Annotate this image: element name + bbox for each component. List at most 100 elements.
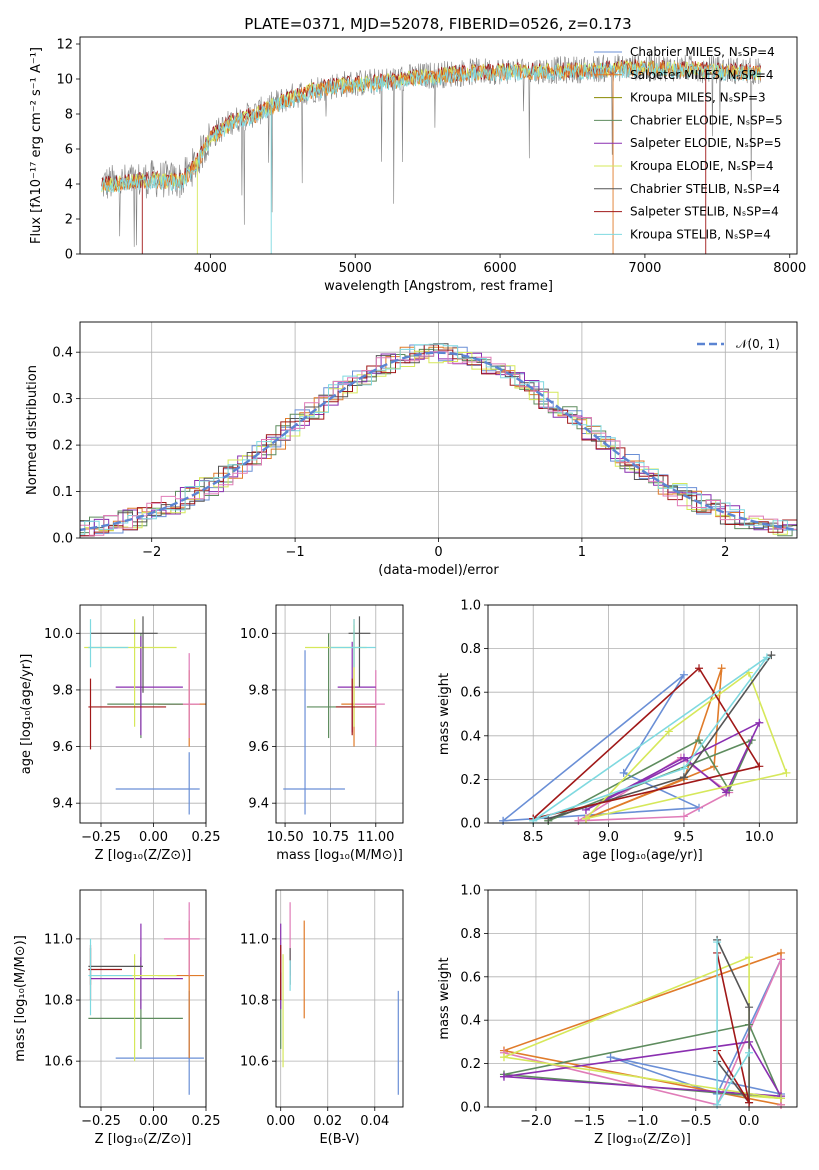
y-tick-label: 9.6 [52,740,73,755]
point-chabrier_miles [283,650,345,815]
x-axis-label: age [log₁₀(age/yr)] [582,848,703,863]
x-tick-label: −1.5 [573,1114,605,1129]
y-tick-label: 11.0 [44,932,73,947]
axes-box [275,889,404,1108]
plot-area [101,52,761,254]
plot-area [88,902,204,1095]
data-marker [767,651,776,660]
data-marker [713,938,722,947]
point-pink [164,902,200,976]
series-kroupa_stelib [713,938,754,1109]
x-tick-label: 7000 [628,261,661,276]
data-marker [745,1048,754,1057]
y-tick-label: 0.3 [52,392,73,407]
data-marker [619,768,628,777]
legend-entry: Kroupa STELIB, NₛSP=4 [630,227,771,241]
data-marker [499,1053,508,1062]
point-kroupa_stelib [330,619,376,668]
x-tick-label: 0.25 [192,830,221,845]
histogram-kroupa_stelib [80,343,797,535]
y-axis-label: Normed distribution [25,365,40,495]
plot-area [280,902,399,1095]
axes-box [79,889,207,1108]
y-tick-label: 10.6 [44,1055,73,1070]
x-tick-label: 10.75 [312,830,349,845]
y-tick-label: 0.2 [460,773,481,788]
point-chabrier_miles [115,752,200,815]
legend: 𝒩(0, 1) [697,337,780,351]
axes-frame: 4000 5000 6000 7000 8000 0 2 4 6 8 10 12 wavelength … [29,36,806,294]
x-tick-label: −0.5 [680,1114,712,1129]
legend-entry: Kroupa MILES, NₛSP=3 [630,91,766,105]
histograms [80,343,797,537]
y-tick-label: 9.4 [52,797,73,812]
chart-mass-vs-z: −0.25 0.00 0.25 10.6 10.8 11.0 Z [log₁₀(Z/Z⊙)]… [13,889,220,1147]
y-tick-label: 0.4 [52,346,73,361]
y-tick-label: 9.8 [52,683,73,698]
y-tick-label: 0.4 [460,729,481,744]
axes-frame: −2.0 −1.5 −1.0 −0.5 0.0 0.0 0.2 0.4 0.6 0.8 1.0 Z [… [437,884,798,1147]
legend-entry: Chabrier ELODIE, NₛSP=5 [630,113,783,127]
series-line [532,656,768,822]
data-marker [755,718,764,727]
y-tick-label: 0.1 [52,485,73,500]
x-tick-label: 9.0 [598,830,619,845]
legend: Chabrier MILES, NₛSP=4 Salpeter MILES, Nₛ… [594,45,783,241]
data-marker [574,816,583,825]
y-axis-label: mass weight [437,957,452,1039]
data-marker [679,764,688,773]
y-tick-label: 10 [56,73,73,88]
y-tick-label: 0.0 [460,1101,481,1116]
data-marker [499,816,508,825]
legend-entry: 𝒩(0, 1) [736,337,780,351]
spectrum-lines [101,52,761,254]
axes-frame: 10.50 10.75 11.00 9.4 9.6 9.8 10.0 mass [log₁₀(… [240,604,404,863]
point-kroupa_stelib [88,938,133,1016]
point-chabrier_stelib [90,616,158,693]
axes-box [487,889,798,1108]
x-tick-label: 0.00 [266,1114,295,1129]
x-tick-label: 8000 [773,261,806,276]
plot-area [80,343,797,537]
legend-entry: Salpeter STELIB, NₛSP=4 [630,205,779,219]
data-marker [664,727,673,736]
y-tick-label: 0.8 [460,642,481,657]
grid-lines [276,605,403,823]
point-salpeter_stelib [335,678,376,736]
data-marker [679,670,688,679]
y-tick-label: 0.0 [460,817,481,832]
axes-box [275,604,404,824]
x-tick-label: −1 [286,545,305,560]
chart-weight-vs-age: 8.5 9.0 9.5 10.0 0.0 0.2 0.4 0.6 0.8 1.0 age [log₁… [437,599,798,863]
model-line-kroupa_stelib [101,62,761,194]
chart-age-vs-z: −0.25 0.00 0.25 9.4 9.6 9.8 10.0 Z [log₁₀(Z/Z⊙)… [19,604,221,863]
data-marker [606,1053,615,1062]
data-marker [782,768,791,777]
y-tick-label: 0.4 [460,1014,481,1029]
data-marker [581,814,590,823]
data-marker [777,1094,786,1103]
legend-entry: Kroupa ELODIE, NₛSP=4 [630,159,774,173]
x-tick-label: 0 [434,545,442,560]
y-tick-label: 10.8 [240,994,269,1009]
plot-area [499,651,791,825]
y-tick-label: 11.0 [240,932,269,947]
y-tick-label: 0.6 [460,686,481,701]
chart-weight-vs-z: −2.0 −1.5 −1.0 −0.5 0.0 0.0 0.2 0.4 0.6 0.8 1.0 Z [… [437,884,798,1147]
x-tick-label: 8.5 [523,830,544,845]
y-tick-label: 10.6 [240,1055,269,1070]
series-line [532,666,761,820]
x-tick-label: 0.00 [139,1114,168,1129]
x-axis-label: Z [log₁₀(Z/Z⊙)] [594,1132,691,1147]
axes-frame: −0.25 0.00 0.25 9.4 9.6 9.8 10.0 Z [log₁₀(Z/Z⊙)… [19,604,221,863]
chart-mass-vs-ebv: 0.00 0.02 0.04 10.6 10.8 11.0 E(B-V) [240,889,404,1147]
x-axis-label: wavelength [Angstrom, rest frame] [324,279,553,294]
chart-residuals: −2 −1 0 1 2 0.0 0.1 0.2 0.3 0.4 (data-model)/error… [25,321,798,578]
legend-entry: Salpeter MILES, NₛSP=4 [630,68,774,82]
y-axis-label: mass weight [437,673,452,755]
axes-box [79,604,207,824]
chart-spectrum: 4000 5000 6000 7000 8000 0 2 4 6 8 10 12 wavelength … [29,36,806,294]
y-tick-label: 0.8 [460,927,481,942]
y-tick-label: 1.0 [460,884,481,899]
plot-area [499,935,786,1109]
